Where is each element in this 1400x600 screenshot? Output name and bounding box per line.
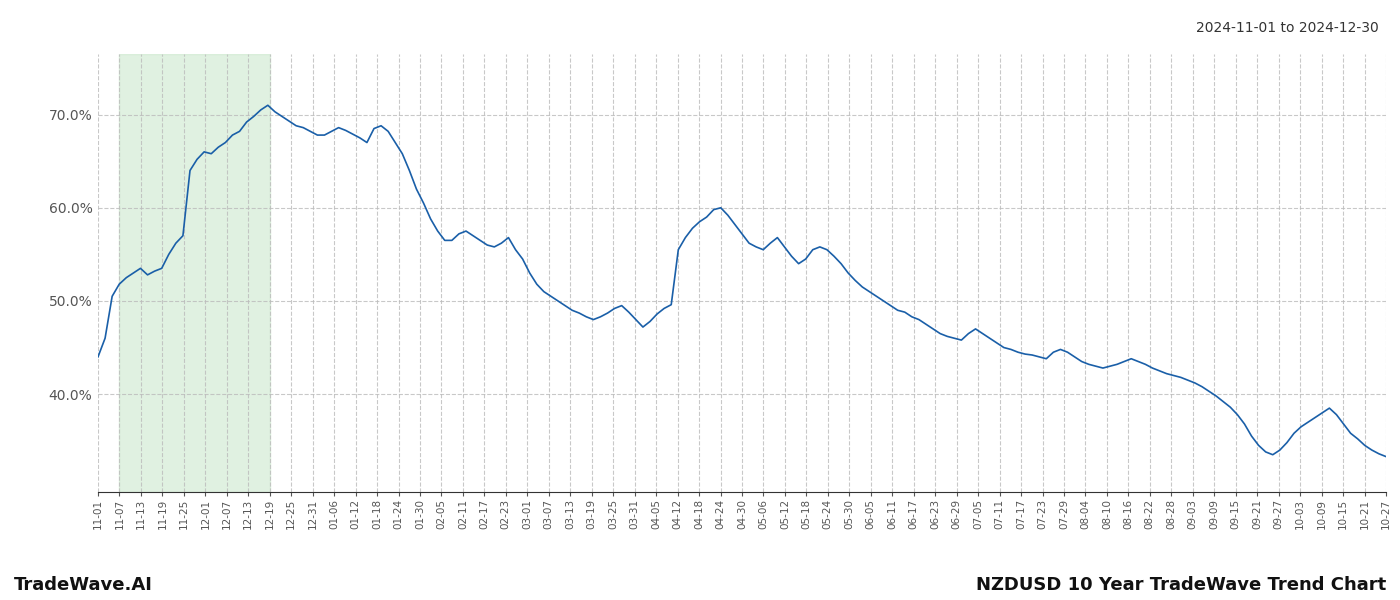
Bar	[119, 54, 270, 492]
Text: 2024-11-01 to 2024-12-30: 2024-11-01 to 2024-12-30	[1196, 21, 1379, 35]
Text: NZDUSD 10 Year TradeWave Trend Chart: NZDUSD 10 Year TradeWave Trend Chart	[976, 576, 1386, 594]
Text: TradeWave.AI: TradeWave.AI	[14, 576, 153, 594]
